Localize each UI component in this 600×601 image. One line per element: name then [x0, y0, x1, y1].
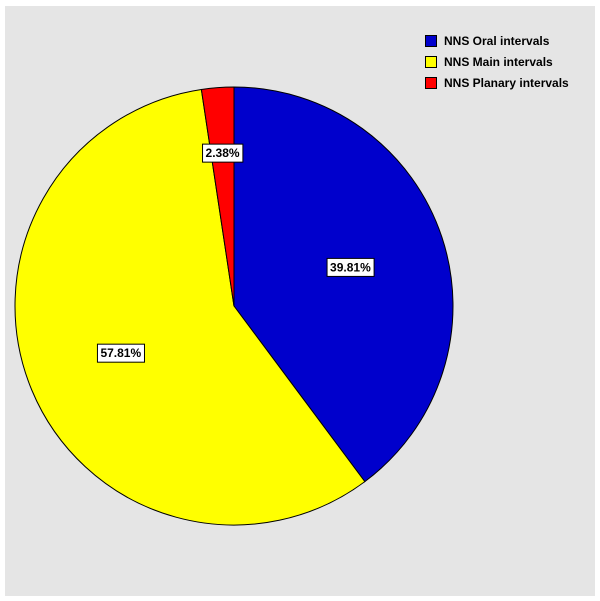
pie-slices	[14, 86, 454, 526]
legend-item-main: NNS Main intervals	[425, 51, 569, 72]
pie-slice-main	[14, 88, 366, 526]
slice-label-oral: 39.81%	[326, 257, 375, 277]
slice-label-box	[96, 343, 145, 363]
legend-swatch	[425, 55, 437, 68]
legend: NNS Oral intervals NNS Main intervals NN…	[425, 30, 569, 93]
pie-chart: 39.81% 57.81% 2.38%	[14, 86, 454, 526]
legend-label: NNS Main intervals	[444, 54, 553, 69]
legend-label: NNS Oral intervals	[444, 33, 550, 48]
slice-label-text: 57.81%	[100, 346, 141, 360]
pie-slice-oral	[233, 86, 454, 483]
legend-swatch	[425, 34, 437, 47]
slice-label-box	[202, 143, 244, 163]
slice-label-box	[326, 257, 375, 277]
slice-label-planary: 2.38%	[202, 143, 244, 163]
legend-item-oral: NNS Oral intervals	[425, 30, 569, 51]
chart-panel: 39.81% 57.81% 2.38% NNS Oral intervals NNS…	[5, 6, 595, 596]
legend-label: NNS Planary intervals	[444, 75, 569, 90]
legend-item-planary: NNS Planary intervals	[425, 72, 569, 93]
pie-slice-labels: 39.81% 57.81% 2.38%	[96, 143, 375, 363]
slice-label-text: 2.38%	[206, 146, 240, 160]
slice-label-main: 57.81%	[96, 343, 145, 363]
slice-label-text: 39.81%	[330, 260, 371, 274]
legend-swatch	[425, 76, 437, 89]
pie-slice-planary	[200, 86, 235, 307]
